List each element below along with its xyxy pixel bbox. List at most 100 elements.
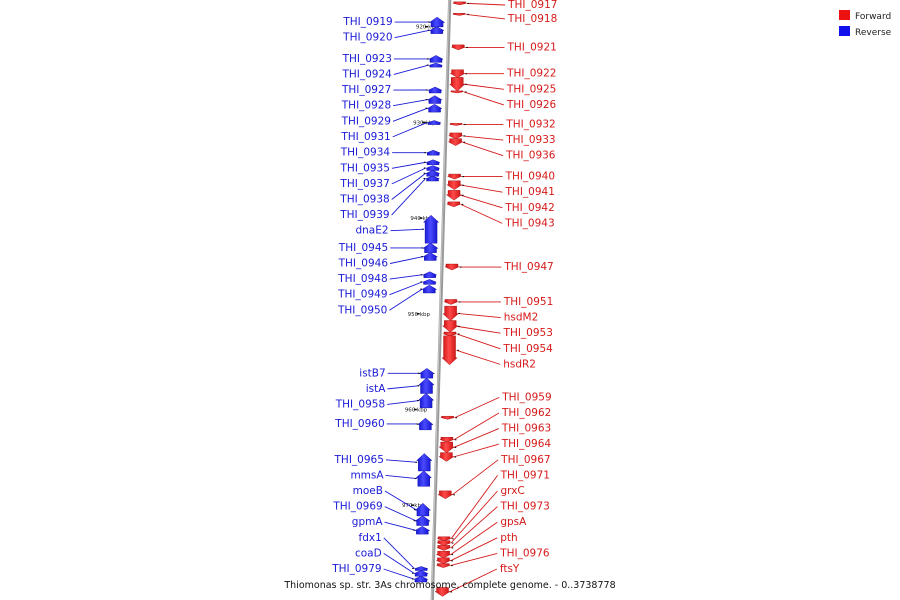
gene-label[interactable]: ftsY — [500, 563, 520, 575]
gene-label[interactable]: coaD — [355, 547, 382, 559]
reverse-gene-arrow[interactable] — [425, 170, 440, 177]
gene-label[interactable]: istA — [366, 383, 387, 395]
reverse-gene-arrow[interactable] — [425, 175, 440, 182]
forward-gene-arrow[interactable] — [448, 138, 463, 146]
reverse-gene-arrow[interactable] — [414, 503, 432, 517]
reverse-gene-arrow[interactable] — [414, 515, 431, 526]
forward-gene-arrow[interactable] — [440, 437, 454, 443]
gene-label[interactable]: THI_0948 — [337, 273, 387, 285]
gene-label[interactable]: hsdM2 — [504, 312, 539, 324]
gene-label[interactable]: THI_0967 — [500, 454, 550, 466]
gene-label[interactable]: THI_0949 — [337, 289, 387, 301]
gene-label[interactable]: THI_0931 — [340, 131, 390, 143]
gene-label[interactable]: THI_0926 — [506, 99, 557, 111]
gene-label[interactable]: THI_0965 — [334, 454, 384, 466]
forward-gene-arrow[interactable] — [450, 90, 464, 94]
reverse-gene-arrow[interactable] — [426, 159, 440, 165]
forward-gene-arrow[interactable] — [445, 190, 463, 201]
reverse-gene-arrow[interactable] — [417, 392, 435, 409]
reverse-gene-arrow[interactable] — [427, 120, 441, 125]
reverse-gene-arrow[interactable] — [426, 149, 441, 156]
gene-label[interactable]: THI_0939 — [339, 209, 389, 221]
reverse-gene-arrow[interactable] — [421, 284, 438, 294]
gene-label[interactable]: THI_0964 — [501, 438, 552, 450]
gene-label[interactable]: THI_0942 — [504, 202, 554, 214]
reverse-gene-arrow[interactable] — [425, 165, 440, 171]
forward-gene-arrow[interactable] — [436, 545, 451, 551]
gene-label[interactable]: istB7 — [359, 367, 385, 379]
reverse-gene-arrow[interactable] — [413, 570, 429, 577]
gene-label[interactable]: THI_0947 — [503, 261, 553, 273]
gene-label[interactable]: THI_0950 — [337, 304, 387, 316]
gene-label[interactable]: THI_0917 — [507, 0, 557, 11]
gene-label[interactable]: pth — [500, 532, 517, 544]
gene-label[interactable]: THI_0928 — [341, 100, 391, 112]
gene-label[interactable]: THI_0933 — [505, 134, 555, 146]
reverse-gene-arrow[interactable] — [414, 566, 428, 571]
forward-gene-arrow[interactable] — [437, 490, 454, 499]
reverse-gene-arrow[interactable] — [414, 526, 431, 535]
gene-label[interactable]: THI_0925 — [506, 83, 556, 95]
forward-gene-arrow[interactable] — [449, 77, 466, 92]
gene-label[interactable]: THI_0959 — [501, 391, 551, 403]
reverse-gene-arrow[interactable] — [428, 16, 446, 28]
forward-gene-arrow[interactable] — [442, 320, 459, 333]
gene-label[interactable]: dnaE2 — [355, 225, 388, 237]
reverse-gene-arrow[interactable] — [428, 55, 444, 63]
reverse-gene-arrow[interactable] — [426, 103, 443, 113]
gene-label[interactable]: THI_0954 — [502, 343, 553, 355]
gene-label[interactable]: THI_0924 — [341, 68, 392, 80]
gene-label[interactable]: THI_0932 — [505, 118, 555, 130]
gene-label[interactable]: grxC — [501, 485, 525, 497]
forward-gene-arrow[interactable] — [436, 550, 451, 559]
gene-label[interactable]: THI_0940 — [505, 171, 555, 183]
forward-gene-arrow[interactable] — [448, 132, 463, 140]
gene-label[interactable]: THI_0936 — [505, 150, 556, 162]
gene-label[interactable]: hsdR2 — [503, 358, 536, 370]
gene-label[interactable]: THI_0951 — [503, 296, 553, 308]
gene-label[interactable]: THI_0937 — [339, 178, 389, 190]
gene-label[interactable]: THI_0969 — [332, 501, 382, 513]
gene-label[interactable]: THI_0921 — [506, 41, 556, 53]
gene-label[interactable]: THI_0973 — [499, 501, 549, 513]
forward-gene-arrow[interactable] — [441, 335, 458, 366]
gene-label[interactable]: THI_0941 — [505, 186, 555, 198]
reverse-gene-arrow[interactable] — [428, 86, 443, 94]
reverse-gene-arrow[interactable] — [416, 453, 433, 472]
forward-gene-arrow[interactable] — [434, 587, 451, 597]
forward-gene-arrow[interactable] — [438, 452, 455, 462]
forward-gene-arrow[interactable] — [437, 540, 451, 546]
forward-gene-arrow[interactable] — [446, 180, 463, 190]
gene-label[interactable]: THI_0971 — [500, 469, 550, 481]
gene-label[interactable]: THI_0922 — [506, 68, 556, 80]
gene-label[interactable]: THI_0976 — [499, 547, 550, 559]
reverse-gene-arrow[interactable] — [422, 214, 440, 244]
forward-gene-arrow[interactable] — [436, 563, 451, 568]
forward-gene-arrow[interactable] — [446, 201, 461, 208]
forward-gene-arrow[interactable] — [444, 263, 460, 271]
reverse-gene-arrow[interactable] — [418, 368, 436, 379]
gene-label[interactable]: mmsA — [350, 469, 384, 481]
gene-label[interactable]: THI_0943 — [504, 217, 554, 229]
gene-label[interactable]: THI_0953 — [503, 327, 553, 339]
reverse-gene-arrow[interactable] — [422, 271, 437, 278]
forward-gene-arrow[interactable] — [449, 123, 463, 126]
gene-label[interactable]: THI_0935 — [340, 162, 390, 174]
gene-label[interactable]: moeB — [353, 485, 383, 497]
forward-gene-arrow[interactable] — [451, 44, 466, 51]
gene-label[interactable]: THI_0927 — [341, 84, 391, 96]
forward-gene-arrow[interactable] — [449, 69, 466, 78]
forward-gene-arrow[interactable] — [453, 1, 467, 6]
gene-label[interactable]: THI_0945 — [338, 242, 388, 254]
reverse-gene-arrow[interactable] — [429, 62, 443, 68]
gene-label[interactable]: THI_0962 — [501, 407, 551, 419]
gene-label[interactable]: gpsA — [500, 516, 527, 528]
forward-gene-arrow[interactable] — [447, 173, 462, 180]
gene-label[interactable]: THI_0918 — [507, 13, 557, 25]
gene-label[interactable]: THI_0934 — [340, 147, 391, 159]
gene-label[interactable]: THI_0923 — [342, 53, 392, 65]
gene-label[interactable]: THI_0938 — [339, 193, 389, 205]
gene-label[interactable]: THI_0958 — [335, 398, 385, 410]
gene-label[interactable]: gpmA — [352, 516, 384, 528]
forward-gene-arrow[interactable] — [436, 557, 451, 565]
